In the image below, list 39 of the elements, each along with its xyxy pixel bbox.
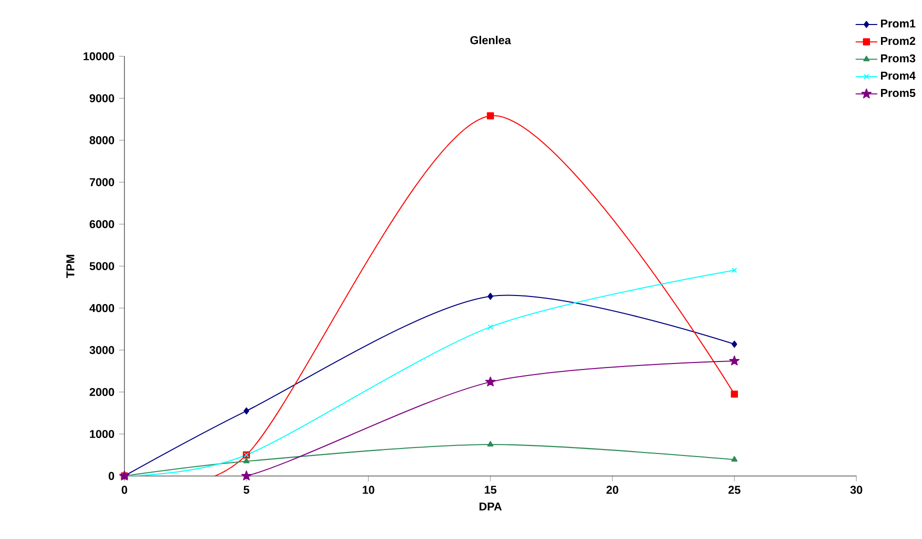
x-tick-label: 0 bbox=[122, 486, 128, 494]
legend-label: Prom4 bbox=[881, 72, 916, 80]
y-tick-label: 9000 bbox=[90, 94, 114, 102]
y-tick-label: 10000 bbox=[84, 52, 114, 61]
y-tick-label: 5000 bbox=[90, 262, 114, 270]
point bbox=[244, 408, 250, 415]
y-tick-label: 0 bbox=[108, 472, 114, 480]
legend-label: Prom1 bbox=[881, 20, 916, 28]
y-tick-label: 3000 bbox=[90, 346, 114, 354]
point bbox=[488, 293, 494, 300]
point bbox=[243, 458, 250, 464]
point bbox=[729, 356, 740, 366]
point bbox=[488, 324, 494, 330]
y-axis-title: TPM bbox=[66, 255, 74, 278]
x-axis-title: DPA bbox=[480, 502, 502, 511]
x-tick-label: 5 bbox=[244, 486, 250, 494]
y-tick-label: 6000 bbox=[90, 220, 114, 228]
y-tick-label: 4000 bbox=[89, 304, 114, 312]
point bbox=[487, 441, 494, 447]
x-tick-label: 10 bbox=[362, 486, 374, 494]
point bbox=[731, 456, 738, 462]
legend-label: Prom3 bbox=[881, 54, 916, 63]
point bbox=[730, 390, 738, 398]
x-tick-label: 25 bbox=[728, 486, 740, 494]
y-tick-label: 2000 bbox=[90, 388, 114, 396]
point bbox=[485, 376, 496, 387]
chart-title: Glenlea bbox=[470, 36, 512, 44]
legend-label: Prom2 bbox=[881, 37, 916, 46]
legend-label: Prom5 bbox=[881, 89, 916, 98]
point bbox=[241, 470, 252, 481]
y-tick-label: 7000 bbox=[90, 178, 114, 186]
point bbox=[732, 340, 738, 348]
point bbox=[732, 268, 738, 274]
x-tick-label: 30 bbox=[850, 486, 862, 494]
y-tick-label: 1000 bbox=[90, 430, 114, 438]
x-tick-label: 20 bbox=[606, 486, 618, 494]
x-tick-label: 15 bbox=[484, 486, 496, 494]
point bbox=[486, 112, 494, 120]
y-tick-label: 8000 bbox=[90, 136, 114, 144]
